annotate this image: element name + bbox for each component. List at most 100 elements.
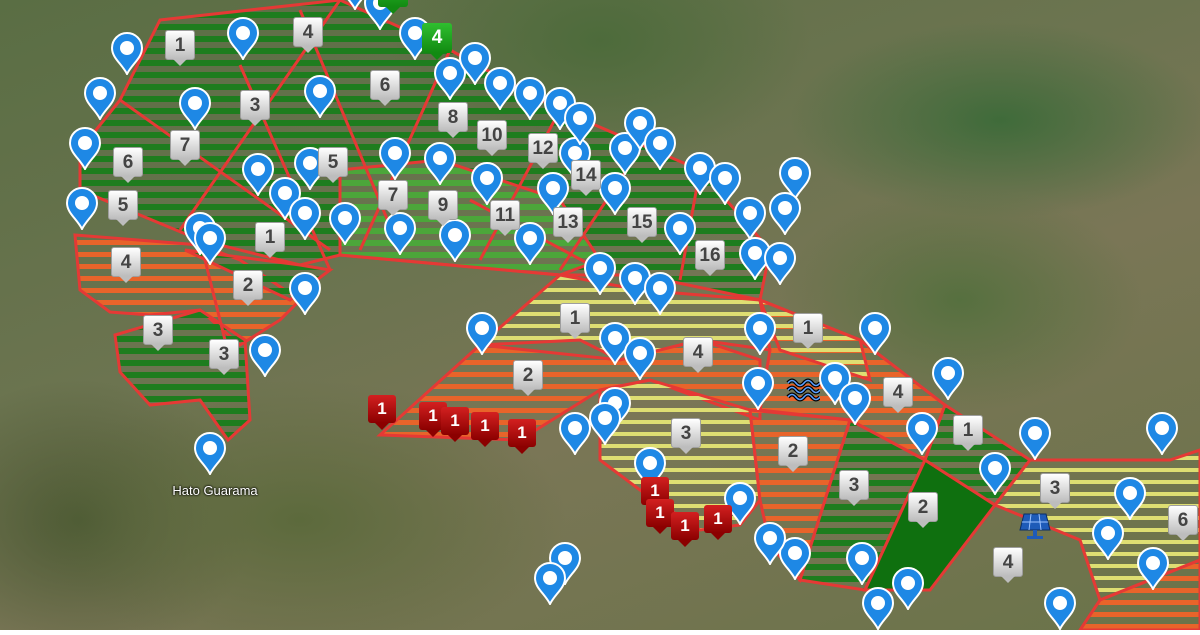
map-pin-icon[interactable] xyxy=(338,0,372,12)
map-pin-icon[interactable] xyxy=(633,446,667,492)
map-pin-icon[interactable] xyxy=(193,431,227,477)
map-pin-icon[interactable] xyxy=(378,136,412,182)
map-pin-icon[interactable] xyxy=(513,76,547,122)
water-waves-icon[interactable] xyxy=(786,377,820,403)
map-pin-icon[interactable] xyxy=(643,126,677,172)
map-pin-icon[interactable] xyxy=(241,152,275,198)
gray-field-label[interactable]: 6 xyxy=(113,147,143,183)
gray-field-label[interactable]: 4 xyxy=(993,547,1023,583)
gray-field-label[interactable]: 2 xyxy=(513,360,543,396)
gray-field-label[interactable]: 1 xyxy=(560,303,590,339)
map-pin-icon[interactable] xyxy=(778,536,812,582)
map-pin-icon[interactable] xyxy=(1145,411,1179,457)
gray-field-label[interactable]: 3 xyxy=(1040,473,1070,509)
red-field-label[interactable]: 1 xyxy=(508,419,536,454)
red-field-label[interactable]: 1 xyxy=(368,395,396,430)
map-pin-icon[interactable] xyxy=(743,311,777,357)
map-pin-icon[interactable] xyxy=(288,196,322,242)
gray-field-label[interactable]: 11 xyxy=(490,200,520,236)
gray-field-label[interactable]: 4 xyxy=(683,337,713,373)
gray-field-label[interactable]: 4 xyxy=(883,377,913,413)
map-pin-icon[interactable] xyxy=(838,381,872,427)
map-pin-icon[interactable] xyxy=(68,126,102,172)
gray-field-label[interactable]: 2 xyxy=(908,492,938,528)
gray-field-label[interactable]: 6 xyxy=(370,70,400,106)
gray-field-label[interactable]: 3 xyxy=(839,470,869,506)
map-pin-icon[interactable] xyxy=(778,156,812,202)
gray-field-label[interactable]: 7 xyxy=(170,130,200,166)
gray-field-label[interactable]: 13 xyxy=(553,207,583,243)
map-pin-icon[interactable] xyxy=(978,451,1012,497)
map-pin-icon[interactable] xyxy=(558,411,592,457)
map-pin-icon[interactable] xyxy=(663,211,697,257)
map-pin-icon[interactable] xyxy=(1113,476,1147,522)
map-pin-icon[interactable] xyxy=(618,261,652,307)
green-field-label[interactable]: 3 xyxy=(378,0,408,14)
gray-field-label[interactable]: 16 xyxy=(695,240,725,276)
map-pin-icon[interactable] xyxy=(931,356,965,402)
gray-field-label[interactable]: 1 xyxy=(953,415,983,451)
solar-panel-icon[interactable] xyxy=(1018,512,1052,540)
map-pin-icon[interactable] xyxy=(83,76,117,122)
map-pin-icon[interactable] xyxy=(763,241,797,287)
green-field-label[interactable]: 4 xyxy=(422,23,452,60)
gray-field-label[interactable]: 7 xyxy=(378,180,408,216)
map-pin-icon[interactable] xyxy=(226,16,260,62)
gray-field-label[interactable]: 10 xyxy=(477,120,507,156)
map-pin-icon[interactable] xyxy=(733,196,767,242)
map-pin-icon[interactable] xyxy=(845,541,879,587)
gray-field-label[interactable]: 1 xyxy=(793,313,823,349)
red-field-label[interactable]: 1 xyxy=(671,512,699,547)
map-pin-icon[interactable] xyxy=(110,31,144,77)
map-pin-icon[interactable] xyxy=(858,311,892,357)
map-pin-icon[interactable] xyxy=(178,86,212,132)
map-pin-icon[interactable] xyxy=(383,211,417,257)
map-pin-icon[interactable] xyxy=(423,141,457,187)
map-pin-icon[interactable] xyxy=(1018,416,1052,462)
map-pin-icon[interactable] xyxy=(588,401,622,447)
field-polygon[interactable] xyxy=(113,308,252,443)
map-pin-icon[interactable] xyxy=(65,186,99,232)
map-pin-icon[interactable] xyxy=(1136,546,1170,592)
gray-field-label[interactable]: 3 xyxy=(240,90,270,126)
map-pin-icon[interactable] xyxy=(1043,586,1077,632)
map-pin-icon[interactable] xyxy=(598,171,632,217)
map-pin-icon[interactable] xyxy=(583,251,617,297)
map-pin-icon[interactable] xyxy=(533,561,567,607)
map-pin-icon[interactable] xyxy=(543,86,577,132)
map-pin-icon[interactable] xyxy=(891,566,925,612)
red-field-label[interactable]: 1 xyxy=(471,412,499,447)
gray-field-label[interactable]: 4 xyxy=(111,247,141,283)
gray-field-label[interactable]: 2 xyxy=(233,270,263,306)
gray-field-label[interactable]: 3 xyxy=(671,418,701,454)
map-pin-icon[interactable] xyxy=(248,333,282,379)
map-pin-icon[interactable] xyxy=(608,131,642,177)
gray-field-label[interactable]: 3 xyxy=(143,315,173,351)
map-pin-icon[interactable] xyxy=(708,161,742,207)
map-pin-icon[interactable] xyxy=(753,521,787,567)
map-pin-icon[interactable] xyxy=(623,336,657,382)
red-field-label[interactable]: 1 xyxy=(646,499,674,534)
map-pin-icon[interactable] xyxy=(563,101,597,147)
map-pin-icon[interactable] xyxy=(643,271,677,317)
map-pin-icon[interactable] xyxy=(458,41,492,87)
gray-field-label[interactable]: 5 xyxy=(108,190,138,226)
map-pin-icon[interactable] xyxy=(288,271,322,317)
gray-field-label[interactable]: 3 xyxy=(209,339,239,375)
map-pin-icon[interactable] xyxy=(303,74,337,120)
red-field-label[interactable]: 1 xyxy=(704,505,732,540)
field-polygon[interactable] xyxy=(1078,558,1200,630)
gray-field-label[interactable]: 9 xyxy=(428,190,458,226)
map-pin-icon[interactable] xyxy=(465,311,499,357)
map-pin-icon[interactable] xyxy=(1091,516,1125,562)
map-pin-icon[interactable] xyxy=(483,66,517,112)
gray-field-label[interactable]: 5 xyxy=(318,147,348,183)
map-pin-icon[interactable] xyxy=(470,161,504,207)
gray-field-label[interactable]: 4 xyxy=(293,17,323,53)
map-pin-icon[interactable] xyxy=(741,366,775,412)
gray-field-label[interactable]: 2 xyxy=(778,436,808,472)
gray-field-label[interactable]: 8 xyxy=(438,102,468,138)
map-pin-icon[interactable] xyxy=(536,171,570,217)
map-pin-icon[interactable] xyxy=(328,201,362,247)
field-polygon[interactable] xyxy=(598,378,762,532)
